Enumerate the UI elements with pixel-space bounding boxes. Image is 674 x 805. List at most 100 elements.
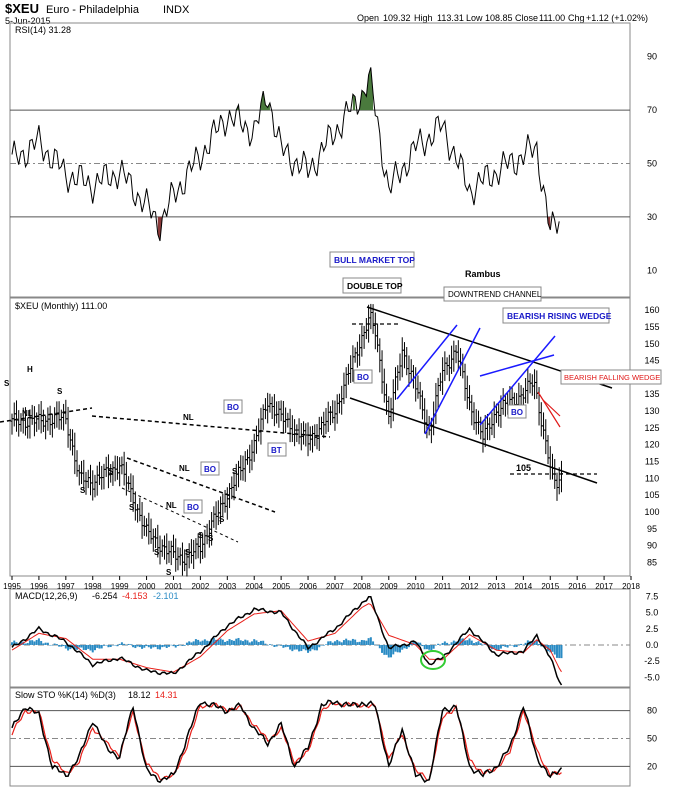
macd-histogram-bar — [159, 644, 162, 650]
x-axis: 1995 1996 1997 1998 1999 2000 2001 2002 2003 2004… — [3, 576, 640, 591]
h-label: H — [27, 365, 33, 374]
macd-histogram-bar — [35, 639, 38, 645]
macd-histogram-bar — [87, 644, 90, 649]
price-tick-label: 150 — [644, 339, 659, 349]
macd-histogram-bar — [154, 644, 157, 647]
macd-histogram-bar — [111, 644, 114, 646]
price-bar — [284, 407, 288, 433]
macd-histogram-bar — [351, 638, 354, 645]
macd-histogram-bar — [190, 642, 193, 645]
bull-market-top-label: BULL MARKET TOP — [334, 255, 415, 265]
downtrend-channel-box — [443, 286, 542, 302]
x-tick-label: 1997 — [57, 582, 75, 591]
price-bar — [115, 456, 119, 480]
macd-histogram-bar — [338, 641, 341, 645]
macd-histogram-bar — [434, 644, 437, 646]
price-bar — [398, 353, 402, 381]
price-bar — [452, 340, 456, 372]
macd-histogram-bar — [466, 640, 469, 645]
price-panel-frame — [9, 297, 631, 577]
macd-histogram-bar — [91, 644, 94, 653]
macd-histogram-bar — [172, 644, 175, 647]
macd-histogram-bar — [244, 639, 247, 645]
macd-histogram-bar — [67, 644, 70, 651]
price-bar — [490, 412, 494, 436]
macd-histogram-bar — [58, 644, 61, 647]
price-bar — [378, 338, 382, 373]
price-bar — [470, 394, 474, 426]
price-bar — [147, 512, 151, 545]
macd-histogram-bar — [156, 644, 159, 650]
price-bar — [416, 375, 420, 399]
macd-histogram-bar — [327, 641, 330, 645]
price-bar — [302, 421, 306, 445]
price-plot: 1601551501451401351301251201151101051009… — [10, 303, 660, 577]
price-bar — [266, 392, 270, 424]
price-tick-label: 155 — [644, 322, 659, 332]
sto-label: Slow STO %K(14) %D(3) — [15, 690, 116, 700]
x-tick-label: 2010 — [407, 582, 425, 591]
price-tick-label: 100 — [644, 507, 659, 517]
s-label: S — [80, 486, 86, 495]
price-bar — [93, 474, 97, 498]
price-bar — [241, 455, 245, 481]
price-bar — [394, 367, 398, 400]
chart-exchange: INDX — [163, 4, 190, 16]
nl-label: NL — [179, 464, 190, 473]
macd-histogram-bar — [145, 644, 148, 647]
price-bar — [250, 439, 254, 471]
macd-histogram-bar — [324, 644, 327, 645]
x-tick-label: 2001 — [165, 582, 183, 591]
high-label: High — [414, 13, 433, 23]
macd-histogram-bar — [123, 643, 126, 645]
price-bar — [77, 464, 81, 486]
price-bar — [223, 489, 227, 513]
price-tick-label: 110 — [645, 473, 659, 483]
rsi-label: RSI(14) 31.28 — [15, 25, 71, 35]
price-bar — [290, 415, 294, 443]
price-bar — [402, 342, 406, 369]
macd-histogram-bar — [230, 640, 233, 645]
macd-histogram-bar — [127, 643, 130, 645]
price-bar — [441, 357, 445, 395]
macd-histogram-bar — [170, 644, 173, 646]
macd-line — [11, 596, 563, 686]
macd-histogram-bar — [226, 640, 229, 645]
price-bar — [97, 461, 101, 486]
price-bar — [340, 385, 344, 415]
macd-histogram-bar — [340, 642, 343, 645]
price-bar — [88, 464, 92, 496]
price-bar — [194, 538, 198, 560]
nl-label: NL — [183, 413, 194, 422]
sto-d-label: 14.31 — [155, 690, 178, 700]
price-bar — [542, 412, 546, 440]
s-label: S — [166, 568, 172, 577]
price-bar — [48, 405, 52, 435]
bo-label: BO — [204, 465, 216, 474]
price-bar — [245, 449, 249, 465]
price-bar — [281, 400, 285, 434]
macd-histogram-bar — [194, 639, 197, 645]
price-bar — [163, 535, 167, 560]
price-bar — [391, 379, 395, 422]
close-value: 111.00 — [539, 13, 565, 23]
macd-histogram-bar — [201, 640, 204, 645]
price-bar — [530, 374, 534, 396]
rsi-extreme-fill — [352, 94, 356, 111]
macd-histogram-bar — [316, 644, 319, 651]
rsi-panel-frame — [9, 22, 631, 298]
macd-histogram-bar — [499, 644, 502, 649]
open-label: Open — [357, 13, 379, 23]
macd-histogram-bar — [430, 644, 433, 651]
x-tick-label: 2015 — [541, 582, 559, 591]
macd-histogram-bar — [405, 644, 408, 649]
macd-histogram-bar — [407, 644, 410, 648]
macd-histogram-bar — [459, 638, 462, 645]
price-bar — [328, 406, 332, 426]
x-tick-label: 1999 — [111, 582, 129, 591]
macd-histogram-bar — [282, 644, 285, 648]
price-bar — [400, 337, 404, 378]
bo-label: BO — [511, 408, 523, 417]
macd-histogram-bar — [437, 643, 440, 645]
price-bar — [376, 323, 380, 353]
